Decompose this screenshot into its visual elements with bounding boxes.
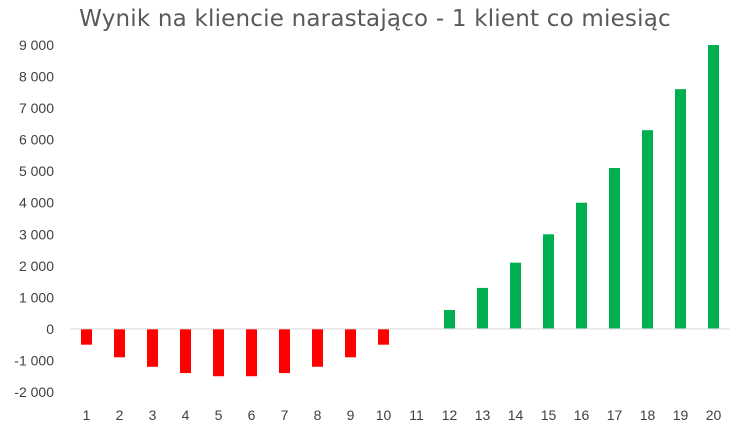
x-tick-label: 5 xyxy=(215,407,223,423)
chart-title: Wynik na kliencie narastająco - 1 klient… xyxy=(79,6,671,32)
bar-19 xyxy=(675,89,686,329)
bar-2 xyxy=(114,328,125,358)
x-tick-label: 3 xyxy=(149,407,157,423)
x-tick-label: 9 xyxy=(347,407,355,423)
y-tick-label: 8 000 xyxy=(19,69,54,85)
x-tick-label: 6 xyxy=(248,407,256,423)
x-tick-label: 8 xyxy=(314,407,322,423)
y-tick-label: -1 000 xyxy=(14,352,54,368)
x-tick-label: 15 xyxy=(541,407,557,423)
bar-10 xyxy=(378,328,389,345)
x-tick-label: 7 xyxy=(281,407,289,423)
bar-13 xyxy=(477,287,488,329)
y-tick-label: 4 000 xyxy=(19,195,54,211)
bar-18 xyxy=(642,130,653,329)
bar-5 xyxy=(213,328,224,377)
y-tick-label: 3 000 xyxy=(19,226,54,242)
bar-15 xyxy=(543,234,554,329)
x-tick-label: 2 xyxy=(116,407,124,423)
bar-6 xyxy=(246,328,257,377)
y-tick-label: 1 000 xyxy=(19,289,54,305)
bar-16 xyxy=(576,202,587,329)
bar-3 xyxy=(147,328,158,367)
x-tick-label: 10 xyxy=(376,407,392,423)
bar-4 xyxy=(180,328,191,374)
x-tick-label: 18 xyxy=(640,407,656,423)
x-tick-label: 17 xyxy=(607,407,623,423)
x-tick-label: 1 xyxy=(83,407,91,423)
y-tick-label: 5 000 xyxy=(19,163,54,179)
y-axis-ticks: -2 000 -1 000 0 1 000 2 000 3 000 4 000 5 000 6 … xyxy=(14,37,54,400)
x-tick-label: 19 xyxy=(673,407,689,423)
bar-9 xyxy=(345,328,356,358)
bar-20 xyxy=(708,45,719,329)
x-tick-label: 4 xyxy=(182,407,190,423)
bar-8 xyxy=(312,328,323,367)
bar-12 xyxy=(444,309,455,329)
y-tick-label: 9 000 xyxy=(19,37,54,53)
x-tick-label: 12 xyxy=(442,407,458,423)
y-tick-label: -2 000 xyxy=(14,384,54,400)
y-tick-label: 7 000 xyxy=(19,100,54,116)
y-tick-label: 0 xyxy=(46,321,54,337)
bar-1 xyxy=(81,328,92,345)
x-axis-ticks: 1 2 3 4 5 6 7 8 9 10 11 12 13 14 15 16 17 18 19 20 xyxy=(83,407,722,423)
bars xyxy=(81,45,719,377)
y-tick-label: 2 000 xyxy=(19,258,54,274)
bar-17 xyxy=(609,168,620,329)
x-tick-label: 14 xyxy=(508,407,524,423)
y-tick-label: 6 000 xyxy=(19,132,54,148)
x-tick-label: 13 xyxy=(475,407,491,423)
bar-14 xyxy=(510,262,521,329)
x-tick-label: 16 xyxy=(574,407,590,423)
x-tick-label: 11 xyxy=(409,407,424,423)
bar-7 xyxy=(279,328,290,374)
x-tick-label: 20 xyxy=(706,407,722,423)
